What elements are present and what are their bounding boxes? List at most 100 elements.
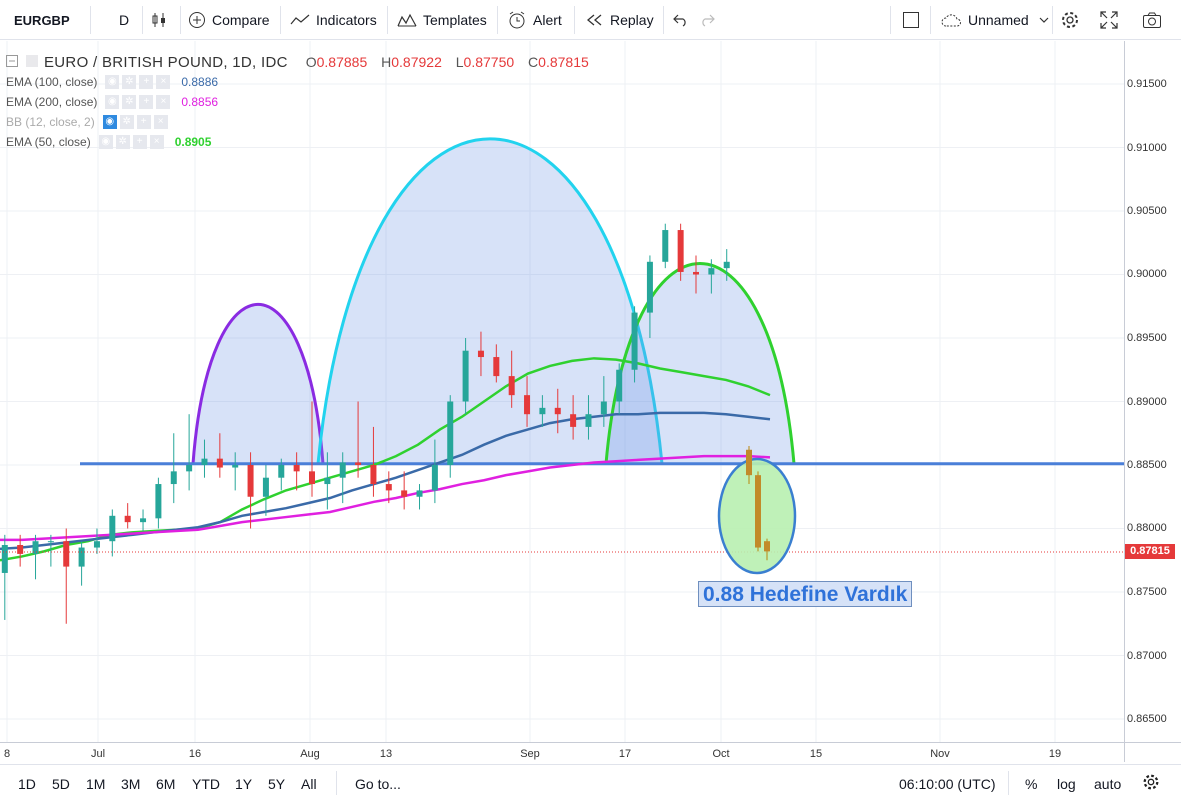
range-1d[interactable]: 1D (18, 775, 36, 792)
gear-icon[interactable]: ✲ (122, 95, 137, 109)
eye-icon[interactable]: ◉ (98, 135, 113, 149)
candles-icon (150, 11, 168, 29)
target-reached-label[interactable]: 0.88 Hedefine Vardık (698, 581, 913, 607)
interval-button[interactable]: D (110, 0, 138, 40)
close-icon[interactable]: × (156, 75, 171, 89)
indicators-button[interactable]: Indicators (290, 0, 377, 40)
chart-settings-button[interactable] (1142, 765, 1160, 802)
candle-body (170, 471, 177, 485)
plus-icon[interactable]: + (139, 75, 154, 89)
range-3m[interactable]: 3M (121, 775, 141, 792)
percent-scale-toggle[interactable]: % (1025, 775, 1038, 792)
range-ytd[interactable]: YTD (192, 775, 220, 792)
candle-body (186, 465, 193, 472)
open-key: O (305, 54, 317, 70)
target-candles (746, 445, 770, 561)
close-icon[interactable]: × (153, 115, 168, 129)
plus-icon[interactable]: + (136, 115, 151, 129)
candle-body (78, 547, 85, 567)
date-tick: Oct (712, 748, 730, 760)
log-scale-toggle[interactable]: log (1057, 775, 1076, 792)
range-all[interactable]: All (301, 775, 317, 792)
candle (693, 255, 699, 294)
candle (723, 249, 730, 281)
price-tick: 0.90500 (1127, 205, 1167, 217)
toolbar-divider (1052, 6, 1053, 34)
candle (477, 331, 484, 377)
indicator-ema-100[interactable]: EMA (100, close) ◉ ✲ + × 0.8886 (6, 72, 599, 92)
collapse-icon[interactable] (6, 54, 18, 70)
layout-menu[interactable]: Unnamed (940, 0, 1049, 40)
candle (339, 452, 346, 504)
price-tick: 0.91000 (1127, 142, 1167, 154)
close-icon[interactable]: × (149, 135, 164, 149)
eye-icon[interactable]: ◉ (105, 75, 120, 89)
fullscreen-layout-button[interactable] (902, 0, 922, 40)
candle-body (764, 541, 770, 552)
price-chart[interactable] (0, 40, 1181, 762)
chart-style-button[interactable] (150, 0, 174, 40)
indicator-bb[interactable]: BB (12, close, 2) ◉ ✲ + × (6, 112, 599, 132)
gear-icon[interactable]: ✲ (115, 135, 130, 149)
range-5d[interactable]: 5D (52, 775, 70, 792)
price-tick: 0.87500 (1127, 586, 1167, 598)
range-1m[interactable]: 1M (86, 775, 106, 792)
cloud-icon (940, 12, 962, 28)
candle-body (616, 369, 623, 402)
settings-button[interactable] (1060, 0, 1082, 40)
range-1y[interactable]: 1Y (235, 775, 253, 792)
eye-hidden-icon[interactable]: ◉ (102, 115, 117, 129)
square-icon (902, 11, 920, 29)
replay-button[interactable]: Replay (586, 0, 654, 40)
fullscreen-button[interactable] (1100, 0, 1122, 40)
chart-legend: EURO / BRITISH POUND, 1D, IDC O0.87885 H… (6, 52, 599, 152)
gear-icon[interactable]: ✲ (119, 115, 134, 129)
eye-icon[interactable]: ◉ (105, 95, 120, 109)
candle (201, 439, 208, 478)
candle (431, 439, 438, 504)
undo-icon (672, 13, 688, 27)
candle (278, 458, 285, 491)
candle-body (370, 465, 377, 485)
gear-icon[interactable]: ✲ (122, 75, 137, 89)
range-6m[interactable]: 6M (156, 775, 176, 792)
snapshot-button[interactable] (1142, 0, 1166, 40)
indicator-ema-200[interactable]: EMA (200, close) ◉ ✲ + × 0.8856 (6, 92, 599, 112)
undo-button[interactable] (672, 0, 690, 40)
templates-button[interactable]: Templates (397, 0, 487, 40)
alert-button[interactable]: Alert (507, 0, 562, 40)
ema-line (0, 411, 771, 551)
candle (401, 471, 408, 510)
toolbar-divider (180, 6, 181, 34)
candle (124, 503, 131, 529)
layout-name: Unnamed (968, 12, 1029, 28)
indicator-ema-50[interactable]: EMA (50, close) ◉ ✲ + × 0.8905 (6, 132, 599, 152)
toolbar-divider (142, 6, 143, 34)
compare-label: Compare (212, 12, 270, 28)
plus-icon[interactable]: + (132, 135, 147, 149)
candle (631, 306, 638, 383)
toolbar-divider (930, 6, 931, 34)
candle (1, 534, 8, 620)
plus-icon[interactable]: + (139, 95, 154, 109)
symbol-search[interactable]: EURGBP (4, 0, 86, 40)
high-key: H (381, 54, 392, 70)
candle-body (109, 515, 116, 542)
close-key: C (528, 54, 539, 70)
auto-scale-toggle[interactable]: auto (1094, 775, 1122, 792)
candle (170, 433, 177, 504)
redo-button[interactable] (700, 0, 718, 40)
range-5y[interactable]: 5Y (268, 775, 286, 792)
candle (93, 528, 100, 554)
candle-body (723, 261, 730, 269)
compare-button[interactable]: Compare (188, 0, 270, 40)
goto-button[interactable]: Go to... (355, 775, 401, 792)
candle-body (47, 541, 54, 543)
clock-time[interactable]: 06:10:00 (UTC) (899, 775, 996, 792)
candle-body (662, 230, 669, 262)
candle (247, 452, 254, 529)
candle (662, 223, 669, 269)
close-icon[interactable]: × (156, 95, 171, 109)
toolbar-divider (90, 6, 91, 34)
candle-body (232, 465, 239, 468)
